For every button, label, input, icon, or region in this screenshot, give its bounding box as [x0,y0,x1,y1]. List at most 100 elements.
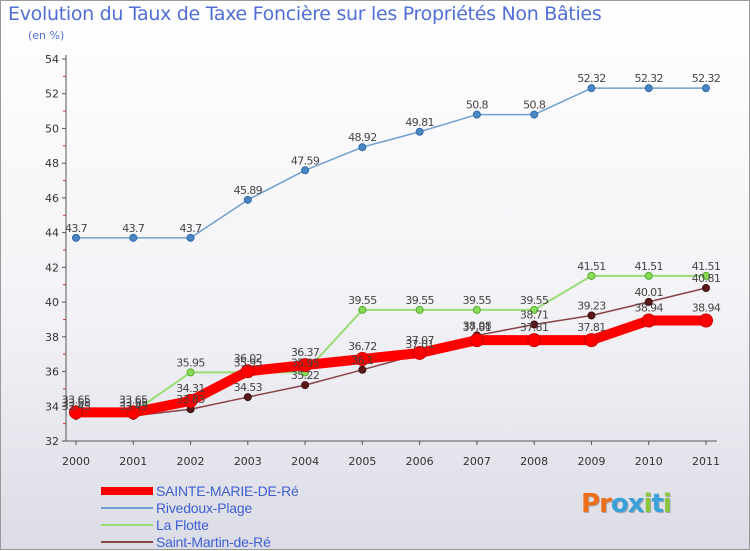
data-label: 34.31 [176,382,205,395]
data-label: 37.01 [405,338,434,351]
data-label: 39.55 [520,294,549,307]
data-point [530,305,539,314]
data-point [415,305,424,314]
y-tick-label: 40 [45,296,59,309]
series-1 [72,84,710,242]
data-point [644,297,653,306]
data-label: 38.94 [692,301,721,314]
series-line [75,287,707,417]
data-point [587,271,596,280]
y-tick-label: 38 [45,331,59,344]
data-label: 38.08 [463,319,492,332]
data-label: 40.81 [692,272,721,285]
legend-label: SAINTE-MARIE-DE-Ré [156,483,299,499]
data-point [469,333,484,348]
data-point [644,84,653,93]
data-point [530,320,539,329]
data-label: 38.94 [634,301,663,314]
logo-letter: P [581,489,600,519]
data-label: 34.53 [234,381,263,394]
data-label: 33.83 [176,393,205,406]
series-0 [69,313,713,420]
data-label: 35.22 [291,369,320,382]
legend-label: Saint-Martin-de-Ré [156,534,271,550]
data-label: 39.55 [405,294,434,307]
data-label: 52.32 [692,72,721,85]
series-line [75,274,707,414]
data-label: 36.72 [348,340,377,353]
data-label: 33.65 [62,396,91,409]
data-label: 47.59 [291,154,320,167]
data-label: 52.32 [577,72,606,85]
y-tick-label: 36 [45,366,59,379]
data-point [298,358,313,373]
data-label: 33.65 [62,393,91,406]
x-tick-label: 2005 [348,455,376,468]
data-label: 33.65 [119,396,148,409]
data-point [358,305,367,314]
data-label: 50.8 [523,99,546,112]
data-point [587,311,596,320]
x-tick-label: 2011 [692,455,720,468]
x-tick-label: 2001 [119,455,147,468]
data-point [358,143,367,152]
y-tick-label: 50 [45,122,59,135]
data-label: 39.23 [577,299,606,312]
y-tick-label: 52 [45,88,59,101]
data-point [186,233,195,242]
data-label: 35.95 [176,356,205,369]
data-point [587,84,596,93]
legend-label: La Flotte [156,517,209,533]
data-label: 39.55 [463,294,492,307]
legend-swatch [101,524,153,526]
data-label: 43.7 [122,222,145,235]
y-tick-label: 34 [45,400,59,413]
data-label: 37.07 [405,334,434,347]
data-point [641,313,656,328]
logo-letter: i [643,489,653,519]
logo-letter: t [651,489,663,519]
data-point [129,233,138,242]
data-label: 35.95 [234,356,263,369]
data-label: 37.81 [577,321,606,334]
x-tick-label: 2004 [291,455,319,468]
data-label: 37.81 [520,321,549,334]
x-tick-label: 2002 [177,455,205,468]
data-point [126,405,141,420]
data-label: 33.45 [119,400,148,413]
logo-letter: o [610,489,629,519]
data-point [243,393,252,402]
proxiti-logo: Proxiti [581,489,672,519]
data-point [72,233,80,242]
data-point [412,345,427,360]
data-point [69,405,83,420]
data-label: 33.45 [62,400,91,413]
legend-swatch [101,507,153,509]
y-tick-label: 54 [45,53,59,66]
y-tick-label: 44 [45,227,59,240]
data-label: 36.37 [291,346,320,359]
data-point [530,110,539,119]
y-tick-label: 48 [45,157,59,170]
data-label: 36.1 [351,354,373,367]
data-label: 33.65 [119,393,148,406]
data-label: 36.02 [234,352,263,365]
data-point [183,393,198,408]
chart-title: Evolution du Taux de Taxe Foncière sur l… [8,3,602,25]
data-point [358,365,367,374]
data-point [415,127,424,136]
x-tick-label: 2003 [234,455,262,468]
data-point [301,381,310,390]
data-point [301,166,310,175]
data-label: 38.71 [520,308,549,321]
series-line [75,87,707,239]
data-point [243,195,252,204]
data-label: 49.81 [405,116,434,129]
y-tick-label: 46 [45,192,59,205]
data-point [472,305,481,314]
x-tick-label: 2006 [406,455,434,468]
data-point [355,352,370,367]
data-label: 35.95 [291,356,320,369]
